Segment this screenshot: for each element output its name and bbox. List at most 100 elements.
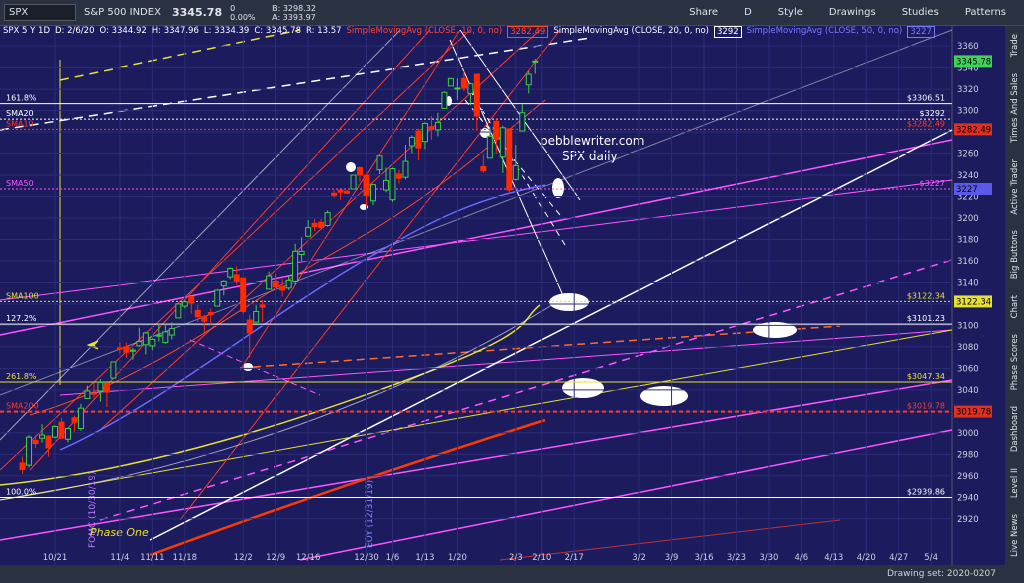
toolbar-button[interactable]: Style [777, 7, 803, 18]
x-tick-label: 12/16 [296, 553, 321, 563]
candle-body [402, 160, 409, 178]
price-tag [954, 405, 992, 418]
sidebar: Trade Times And Sales Active Trader Big But… [1005, 26, 1024, 565]
y-tick-label: 3100 [957, 321, 979, 331]
sidebar-tab[interactable]: Level II [1009, 468, 1020, 499]
legend-range: R: 13.57 [305, 26, 342, 36]
candle-body [389, 168, 396, 201]
candle-body [97, 381, 104, 392]
change: 0 [230, 3, 236, 13]
price-tag-label: 3227 [956, 185, 978, 195]
candle-body [395, 173, 402, 179]
toolbar-button[interactable]: Patterns [964, 7, 1006, 18]
index-name: S&P 500 INDEX [84, 7, 161, 18]
candle-body [39, 434, 46, 439]
x-tick-label: 11/11 [140, 553, 165, 563]
candle-body [441, 91, 448, 109]
y-tick-label: 2960 [957, 472, 979, 482]
sidebar-tab[interactable]: Trade [1009, 33, 1020, 58]
symbol-input[interactable]: SPX [4, 4, 76, 21]
sidebar-tab[interactable]: Dashboard [1009, 406, 1020, 453]
candle-body [162, 331, 169, 344]
y-tick-label: 2980 [957, 450, 979, 460]
candle-body [408, 136, 415, 147]
toolbar-button[interactable]: Studies [901, 7, 939, 18]
y-tick-label: 3080 [957, 343, 979, 353]
change-pct: 0.00% [230, 12, 256, 22]
y-tick-label: 3060 [957, 364, 979, 374]
x-tick-label: 4/27 [889, 553, 908, 563]
candle-body [32, 439, 39, 445]
y-tick-label: 3220 [957, 193, 979, 203]
legend-high: H: 3347.96 [151, 26, 199, 36]
level-label: $3306.51 [907, 94, 945, 103]
y-tick-label: 3260 [957, 150, 979, 160]
candle-body [285, 279, 292, 289]
candle-body [64, 428, 71, 440]
candle-body [279, 286, 286, 291]
sidebar-tab[interactable]: Times And Sales [1009, 72, 1020, 143]
candle-body [512, 164, 519, 180]
x-tick-label: 3/16 [694, 553, 713, 563]
candle-body [110, 361, 117, 379]
sidebar-tab[interactable]: Live News [1009, 514, 1020, 558]
candle-body [460, 77, 467, 89]
level-label: $3047.34 [907, 372, 945, 381]
candle-body [467, 83, 474, 94]
candle-body [318, 221, 325, 229]
sidebar-tab[interactable]: Phase Scores [1009, 334, 1020, 391]
annotation: SPX daily [562, 149, 618, 163]
candle-body [123, 346, 130, 353]
sidebar-tab[interactable]: Big Buttons [1009, 230, 1020, 280]
y-tick-label: 3040 [957, 386, 979, 396]
x-tick-label: 1/13 [415, 553, 434, 563]
candle-body [116, 347, 123, 350]
x-tick-label: 10/21 [43, 553, 68, 563]
toolbar-button[interactable]: Share [689, 7, 719, 18]
level-label: $2939.86 [907, 487, 945, 496]
candle-body [26, 436, 33, 466]
level-name: 161.8% [6, 94, 37, 103]
y-tick-label: 3240 [957, 171, 979, 181]
candle-body [370, 184, 377, 202]
candle-body [175, 303, 182, 319]
y-tick-label: 3180 [957, 235, 979, 245]
price-tag-label: 3019.78 [956, 408, 991, 418]
study-name: SimpleMovingAvg (CLOSE, 20, 0, no) [553, 26, 709, 36]
candle-body [181, 301, 188, 307]
candle-body [207, 312, 214, 316]
drawings [0, 29, 953, 561]
x-tick-label: 12/2 [234, 553, 253, 563]
candle-body [421, 122, 428, 143]
candle-body [45, 435, 52, 449]
candle-body [272, 280, 279, 288]
x-tick-label: 12/30 [354, 553, 379, 563]
candle-body [506, 128, 513, 191]
x-tick-label: 1/20 [448, 553, 467, 563]
legend-open: O: 3344.92 [99, 26, 147, 36]
candle-body [142, 332, 149, 346]
x-tick-label: 12/9 [266, 553, 285, 563]
x-tick-label: 11/4 [110, 553, 129, 563]
sidebar-tab[interactable]: Chart [1009, 295, 1020, 319]
candle-body [305, 227, 312, 237]
level-name: SMA10 [6, 119, 34, 128]
candle-body [214, 289, 221, 307]
toolbar-button[interactable]: Drawings [828, 7, 876, 18]
toolbar-button[interactable]: D [744, 7, 752, 18]
candle-body [486, 135, 493, 159]
candle-body [149, 338, 156, 347]
candle-body [136, 341, 143, 347]
sidebar-tab[interactable]: Active Trader [1009, 158, 1020, 215]
level-name: 100.0% [6, 487, 37, 496]
level-name: SMA20 [6, 109, 34, 118]
candle-body [194, 309, 201, 318]
candle-body [246, 319, 253, 334]
x-tick-label: 1/6 [386, 553, 400, 563]
candle-body [77, 407, 84, 430]
last-price: 3345.78 [172, 6, 223, 19]
level-name: SMA200 [6, 402, 39, 411]
x-tick-label: 4/6 [795, 553, 809, 563]
candle-body [324, 212, 331, 227]
level-name: 127.2% [6, 314, 37, 323]
